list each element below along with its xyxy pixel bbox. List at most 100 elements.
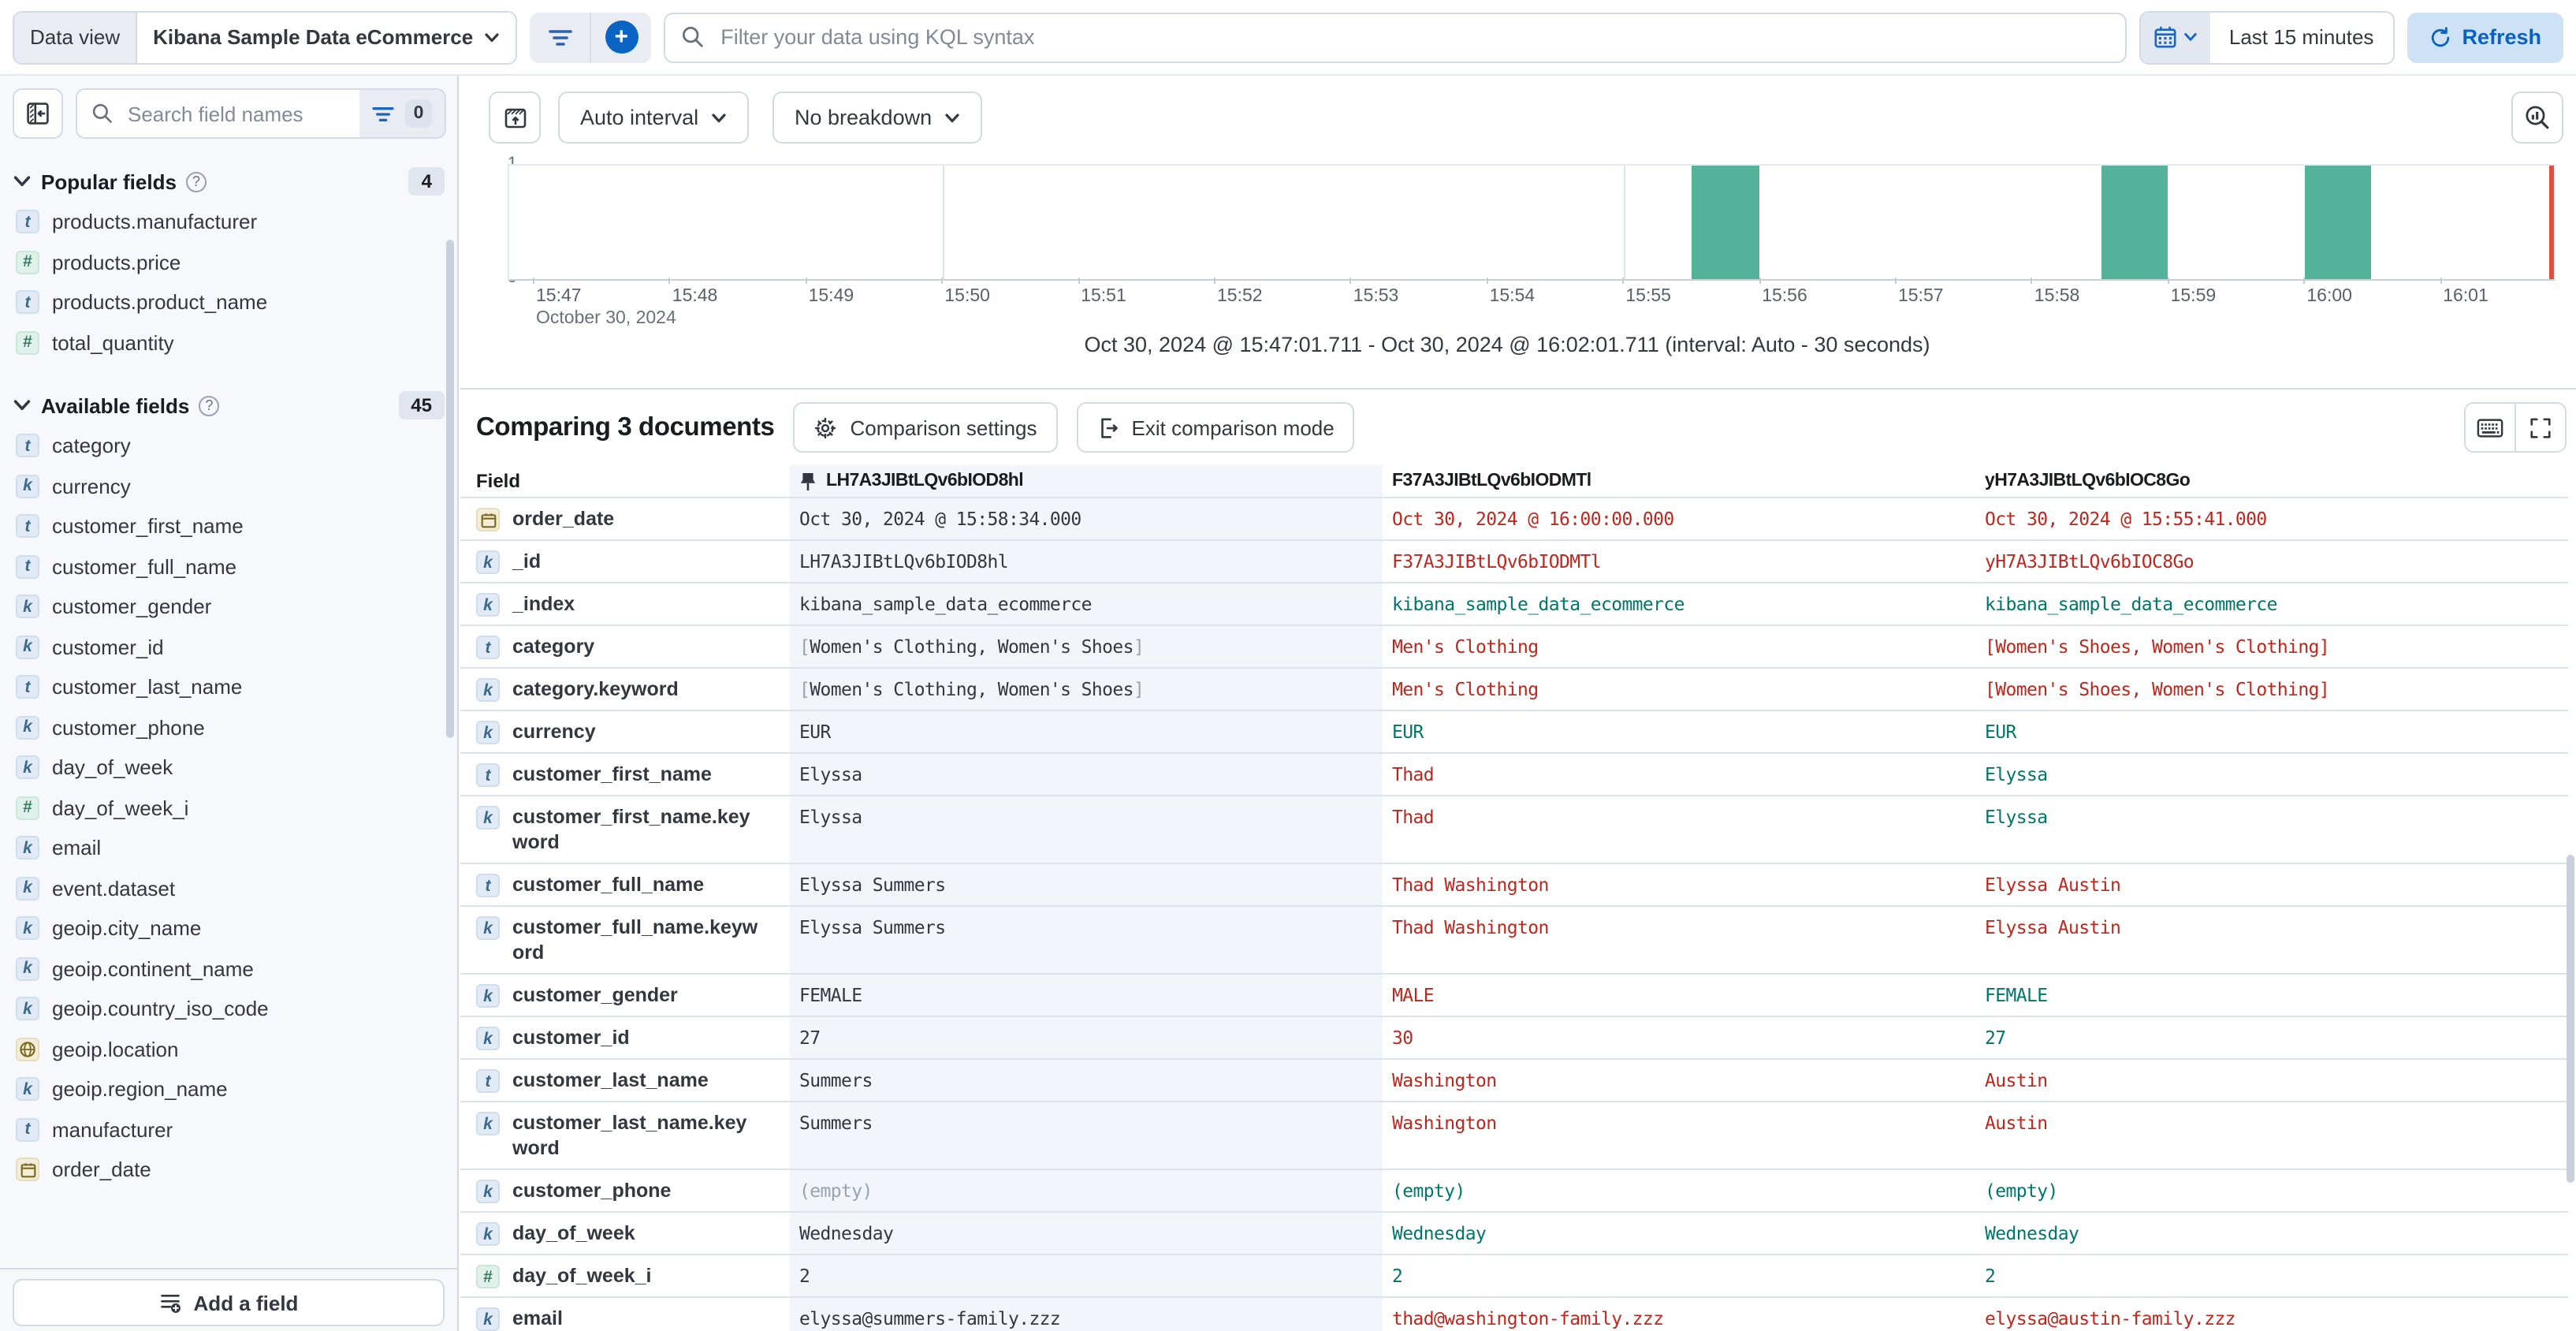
refresh-icon: [2431, 26, 2449, 47]
field-cell[interactable]: k customer_first_name.keyword: [460, 796, 790, 863]
sidebar-field-item[interactable]: # day_of_week_i: [13, 788, 445, 828]
histogram-bar[interactable]: [1692, 166, 1759, 279]
saved-query-menu-button[interactable]: [530, 12, 590, 62]
sidebar-field-item[interactable]: k customer_id: [13, 627, 445, 667]
sidebar-field-item[interactable]: order_date: [13, 1150, 445, 1190]
add-field-button[interactable]: Add a field: [13, 1279, 445, 1326]
keyword-token-icon: k: [476, 916, 500, 940]
keyboard-shortcuts-button[interactable]: [2466, 404, 2515, 451]
value-cell: 2: [1392, 1265, 1403, 1287]
field-cell[interactable]: t customer_last_name: [460, 1060, 790, 1101]
sidebar-field-item[interactable]: k geoip.country_iso_code: [13, 989, 445, 1029]
field-cell[interactable]: k currency: [460, 711, 790, 752]
sidebar-field-item[interactable]: k geoip.continent_name: [13, 949, 445, 989]
available-fields-title: Available fields: [41, 393, 190, 417]
sidebar-field-item[interactable]: k geoip.region_name: [13, 1069, 445, 1109]
field-cell[interactable]: t customer_full_name: [460, 864, 790, 905]
data-view-picker[interactable]: Kibana Sample Data eCommerce: [137, 12, 516, 62]
interval-dropdown[interactable]: Auto interval: [558, 91, 750, 144]
histogram-bar[interactable]: [2101, 166, 2168, 279]
x-axis-tick-label: 16:00: [2306, 287, 2352, 306]
available-fields-count-badge: 45: [398, 391, 445, 419]
sidebar-field-item[interactable]: # total_quantity: [13, 322, 445, 363]
field-cell[interactable]: k _index: [460, 583, 790, 624]
sidebar-field-item[interactable]: t category: [13, 426, 445, 466]
field-cell[interactable]: k category.keyword: [460, 669, 790, 710]
field-filter-button[interactable]: 0: [359, 90, 445, 137]
sidebar-field-item[interactable]: t products.manufacturer: [13, 202, 445, 242]
collapse-sidebar-button[interactable]: [13, 88, 63, 139]
sidebar-field-item[interactable]: t customer_last_name: [13, 667, 445, 707]
sidebar-field-item[interactable]: k geoip.city_name: [13, 908, 445, 949]
sidebar-scrollbar[interactable]: [446, 240, 454, 738]
field-name-label: customer_last_name.keyword: [512, 1112, 747, 1159]
field-cell[interactable]: k customer_full_name.keyword: [460, 907, 790, 973]
keyword-token-icon: k: [476, 721, 500, 744]
chevron-down-icon: [485, 32, 499, 42]
value-cell: EUR: [790, 711, 1383, 752]
field-list: Popular fields ? 4 t products.manufacture…: [0, 158, 457, 1269]
sidebar-field-item[interactable]: k currency: [13, 466, 445, 506]
value-cell: Men's Clothing: [1392, 636, 1539, 658]
field-name-label: customer_gender: [52, 595, 212, 619]
x-axis-tick-label: 15:57: [1898, 287, 1944, 306]
table-scrollbar[interactable]: [2567, 855, 2574, 1183]
time-picker-quick-menu[interactable]: [2140, 12, 2210, 62]
field-column-header[interactable]: Field: [476, 470, 521, 492]
sidebar-field-item[interactable]: t products.product_name: [13, 282, 445, 322]
field-cell[interactable]: # day_of_week_i: [460, 1255, 790, 1296]
x-axis-tick-label: 15:49: [808, 287, 854, 306]
breakdown-dropdown[interactable]: No breakdown: [772, 91, 983, 144]
sidebar-field-item[interactable]: t manufacturer: [13, 1109, 445, 1150]
available-fields-header[interactable]: Available fields ? 45: [13, 385, 445, 426]
field-cell[interactable]: t category: [460, 626, 790, 667]
hide-chart-button[interactable]: [489, 91, 541, 144]
field-search-input[interactable]: [125, 100, 359, 127]
sidebar-field-item[interactable]: k day_of_week: [13, 748, 445, 788]
field-name-label: geoip.city_name: [52, 916, 202, 941]
sidebar-field-item[interactable]: k email: [13, 828, 445, 868]
table-row: t customer_full_name Elyssa Summers Thad Wa…: [460, 863, 2568, 905]
keyboard-icon: [2477, 418, 2503, 437]
field-cell[interactable]: k customer_phone: [460, 1170, 790, 1211]
fullscreen-button[interactable]: [2515, 404, 2565, 451]
time-range-end-marker: [2549, 166, 2554, 279]
x-axis-tick: [1759, 278, 1761, 284]
table-row: k currency EUR EUR EUR: [460, 710, 2568, 752]
kql-search-input[interactable]: [717, 24, 2109, 50]
add-filter-button[interactable]: +: [590, 12, 651, 62]
doc-column-header[interactable]: F37A3JIBtLQv6bIODMTl: [1383, 465, 1975, 497]
field-cell[interactable]: k day_of_week: [460, 1213, 790, 1254]
field-cell[interactable]: k customer_id: [460, 1017, 790, 1058]
sidebar-field-item[interactable]: t customer_full_name: [13, 546, 445, 587]
field-cell[interactable]: k customer_last_name.keyword: [460, 1102, 790, 1169]
field-cell[interactable]: t customer_first_name: [460, 754, 790, 795]
field-cell[interactable]: k _id: [460, 541, 790, 582]
histogram-plot[interactable]: [508, 164, 2556, 281]
keyword-token-icon: k: [476, 1112, 500, 1135]
time-range-value[interactable]: Last 15 minutes: [2209, 12, 2393, 62]
field-cell[interactable]: k customer_gender: [460, 975, 790, 1016]
value-cell: Wednesday: [1392, 1222, 1487, 1244]
doc-column-header[interactable]: yH7A3JIBtLQv6bIOC8Go: [1975, 465, 2568, 497]
value-cell: Thad Washington: [1392, 874, 1549, 896]
sidebar-field-item[interactable]: k event.dataset: [13, 868, 445, 908]
histogram-bar[interactable]: [2305, 166, 2372, 279]
doc-column-header[interactable]: LH7A3JIBtLQv6bIOD8hl: [790, 465, 1383, 497]
popular-fields-header[interactable]: Popular fields ? 4: [13, 161, 445, 202]
sidebar-field-item[interactable]: t customer_first_name: [13, 506, 445, 546]
text-token-icon: t: [16, 210, 39, 234]
comparison-settings-button[interactable]: Comparison settings: [793, 402, 1058, 453]
exit-comparison-button[interactable]: Exit comparison mode: [1076, 402, 1355, 453]
x-axis-tick-label: 15:56: [1762, 287, 1807, 306]
field-cell[interactable]: order_date: [460, 498, 790, 539]
sidebar-field-item[interactable]: geoip.location: [13, 1029, 445, 1069]
sidebar-field-item[interactable]: k customer_gender: [13, 587, 445, 627]
keyword-token-icon: k: [16, 474, 39, 498]
edit-visualization-button[interactable]: [2511, 91, 2563, 144]
sidebar-field-item[interactable]: # products.price: [13, 242, 445, 282]
field-cell[interactable]: k email: [460, 1298, 790, 1331]
value-cell: [Women's Shoes, Women's Clothing]: [1985, 678, 2330, 700]
sidebar-field-item[interactable]: k customer_phone: [13, 707, 445, 748]
refresh-button[interactable]: Refresh: [2407, 12, 2563, 62]
